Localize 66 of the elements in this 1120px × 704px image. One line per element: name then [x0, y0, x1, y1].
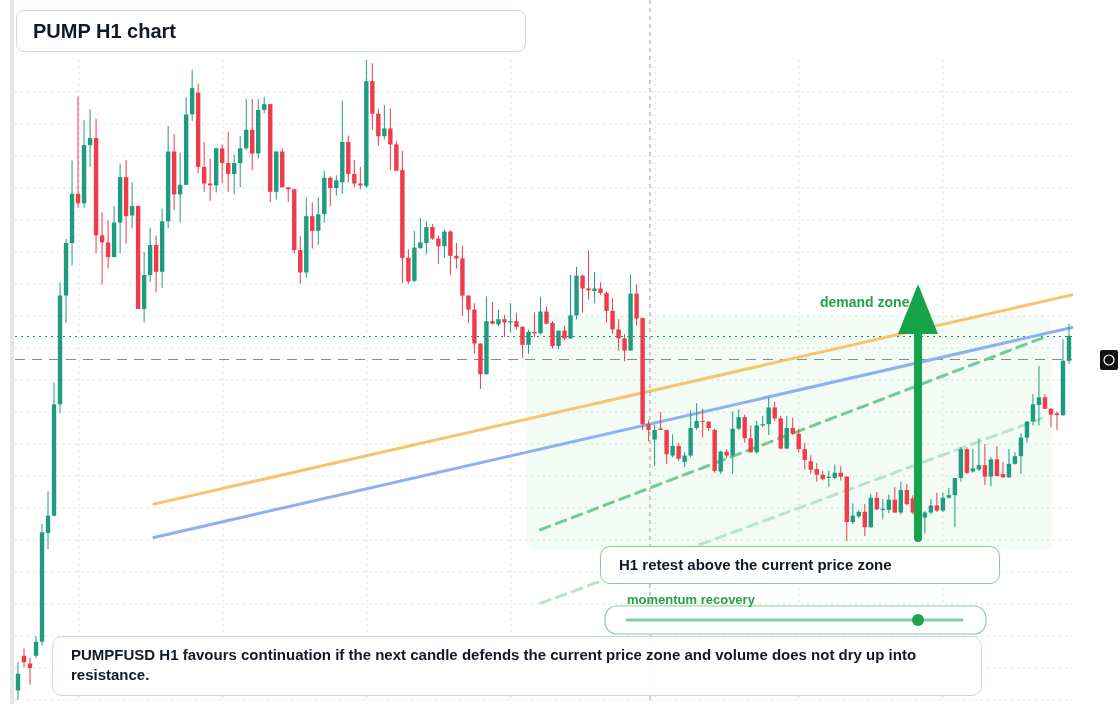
candlestick [940, 492, 946, 513]
candlestick [802, 442, 807, 471]
candlestick [520, 325, 525, 359]
candlestick [904, 483, 910, 506]
candlestick [352, 159, 357, 188]
candlestick [99, 211, 105, 286]
candlestick [310, 201, 315, 250]
candlestick [1036, 365, 1042, 426]
candlestick [946, 487, 952, 499]
candlestick [1030, 393, 1036, 426]
title-box: PUMP H1 chart [16, 10, 526, 52]
candlestick [694, 402, 699, 431]
candlestick [616, 318, 621, 352]
candlestick [982, 443, 988, 486]
candlestick [700, 408, 705, 439]
candlestick [388, 108, 393, 171]
candlestick [970, 448, 976, 474]
candlestick [718, 449, 723, 475]
candlestick [652, 424, 657, 467]
candlestick [87, 108, 93, 168]
candlestick [238, 135, 243, 188]
candlestick [568, 274, 573, 340]
candlestick [129, 181, 135, 229]
candlestick [736, 408, 741, 431]
candlestick [586, 249, 591, 300]
candlestick [808, 455, 813, 475]
candlestick [219, 143, 225, 185]
candlestick [928, 498, 934, 515]
candlestick [232, 154, 237, 195]
candlestick [670, 433, 675, 458]
callout-box: H1 retest above the current price zone [600, 546, 1000, 584]
candlestick [592, 271, 597, 304]
candlestick [454, 242, 459, 270]
candlestick [436, 234, 441, 265]
candlestick [610, 297, 615, 335]
candlestick [994, 445, 1000, 478]
candlestick [382, 104, 387, 140]
candlestick [442, 229, 447, 259]
candlestick [964, 446, 970, 475]
candlestick [604, 291, 609, 323]
candlestick [988, 456, 994, 487]
candlestick [934, 492, 940, 513]
annotation: demand zone [820, 293, 910, 312]
candlestick [622, 333, 627, 362]
annotation: momentum recovery [627, 591, 755, 609]
candlestick [922, 510, 928, 535]
candlestick [976, 437, 982, 472]
candlestick [1054, 410, 1060, 431]
candlestick [742, 414, 747, 444]
candlestick [526, 328, 531, 355]
callout-box: PUMPFUSD H1 favours continuation if the next candle defends the current price zone and volume does not dry up into resistance. [52, 636, 982, 696]
candlestick [33, 635, 39, 659]
candlestick [201, 141, 207, 193]
candlestick [226, 131, 231, 193]
candlestick [466, 295, 471, 324]
candlestick [1048, 407, 1054, 428]
candlestick [376, 108, 381, 147]
candlestick [1024, 420, 1030, 444]
candlestick [748, 424, 753, 453]
candlestick [105, 219, 111, 270]
candlestick [580, 273, 585, 314]
candlestick [316, 197, 321, 246]
candlestick [538, 296, 543, 335]
candlestick [814, 462, 819, 483]
candlestick [406, 248, 411, 285]
candlestick [502, 314, 507, 338]
